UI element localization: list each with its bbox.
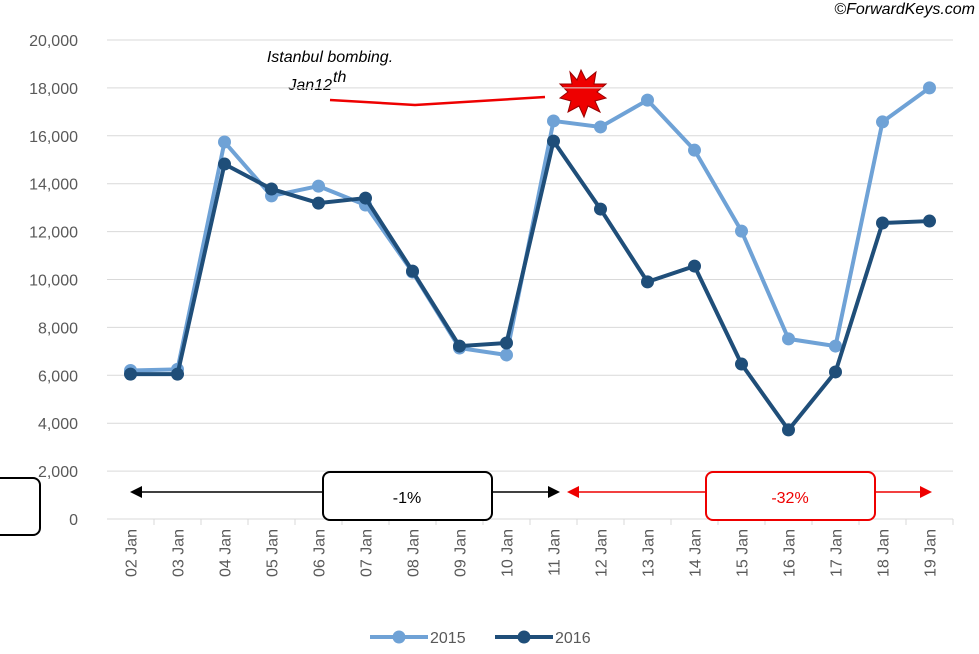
x-tick-label: 13 Jan (641, 529, 658, 577)
point (923, 81, 936, 95)
source: ©ForwardKeys.com (834, 1, 975, 18)
point (312, 196, 325, 210)
point (594, 120, 607, 134)
y-tick-label: 4,000 (38, 416, 78, 433)
point (688, 259, 701, 273)
x-tick-label: 02 Jan (124, 529, 141, 577)
annotation: th (333, 69, 346, 86)
x-tick-label: 05 Jan (265, 529, 282, 577)
annotation: Jan12 (287, 77, 332, 94)
legend-marker (517, 630, 531, 644)
point (688, 143, 701, 157)
x-tick-label: 08 Jan (406, 529, 423, 577)
point (124, 367, 137, 381)
x-tick-label: 19 Jan (923, 529, 940, 577)
x-tick-label: 07 Jan (359, 529, 376, 577)
point (406, 264, 419, 278)
y-tick-label: 0 (69, 512, 78, 529)
x-tick-label: 12 Jan (594, 529, 611, 577)
y-tick-label: 20,000 (29, 33, 78, 50)
box (0, 477, 41, 536)
annotation: Istanbul bombing. (267, 49, 393, 66)
change-label: -1% (393, 490, 421, 507)
x-tick-label: 09 Jan (453, 529, 470, 577)
point (735, 224, 748, 238)
arrow-head (130, 486, 142, 498)
x-tick-label: 14 Jan (688, 529, 705, 577)
point (829, 365, 842, 379)
y-tick-label: 16,000 (29, 129, 78, 146)
x-tick-label: 06 Jan (312, 529, 329, 577)
point (876, 216, 889, 230)
point (453, 339, 466, 353)
x-tick-label: 15 Jan (735, 529, 752, 577)
y-tick-label: 10,000 (29, 273, 78, 290)
box (322, 471, 493, 521)
x-tick-label: 03 Jan (171, 529, 188, 577)
point (594, 202, 607, 216)
point (265, 182, 278, 196)
plot: 0 2,000 4,000 6,000 8,000 10,000 12,000 14,000 1… (29, 33, 954, 577)
y-tick-label: 2,000 (38, 464, 78, 481)
burst-icon (558, 68, 608, 119)
series-line (130, 86, 931, 373)
series-line (130, 136, 930, 434)
x-tick-label: 10 Jan (500, 529, 517, 577)
box (705, 471, 876, 521)
legend-marker (392, 630, 406, 644)
point (782, 332, 795, 346)
y-tick-label: 12,000 (29, 225, 78, 242)
point (641, 93, 654, 107)
annotation-line (329, 95, 546, 107)
point (312, 179, 325, 193)
point (735, 357, 748, 371)
point (547, 134, 560, 148)
y-tick-label: 8,000 (38, 320, 78, 337)
point (500, 336, 513, 350)
legend-label: 2016 (555, 630, 591, 647)
arrow-head (920, 486, 932, 498)
arrow-head (548, 486, 560, 498)
change-label: -32% (771, 490, 808, 507)
point (218, 157, 231, 171)
point (500, 348, 513, 362)
point (359, 191, 372, 205)
x-tick-label: 18 Jan (876, 529, 893, 577)
point (923, 214, 936, 228)
point (641, 275, 654, 289)
point (782, 423, 795, 437)
point (171, 367, 184, 381)
y-tick-label: 14,000 (29, 177, 78, 194)
point (218, 135, 231, 149)
y-tick-label: 6,000 (38, 368, 78, 385)
point (876, 115, 889, 129)
point (829, 339, 842, 353)
legend-label: 2015 (430, 630, 466, 647)
arrow-head (567, 486, 579, 498)
x-tick-label: 11 Jan (547, 529, 564, 576)
legend-item: 2015 (370, 630, 466, 647)
x-tick-label: 16 Jan (782, 529, 799, 577)
point (547, 114, 560, 128)
x-tick-label: 04 Jan (218, 529, 235, 577)
y-tick-label: 18,000 (29, 81, 78, 98)
x-tick-label: 17 Jan (829, 529, 846, 577)
legend-item: 2016 (495, 630, 591, 647)
